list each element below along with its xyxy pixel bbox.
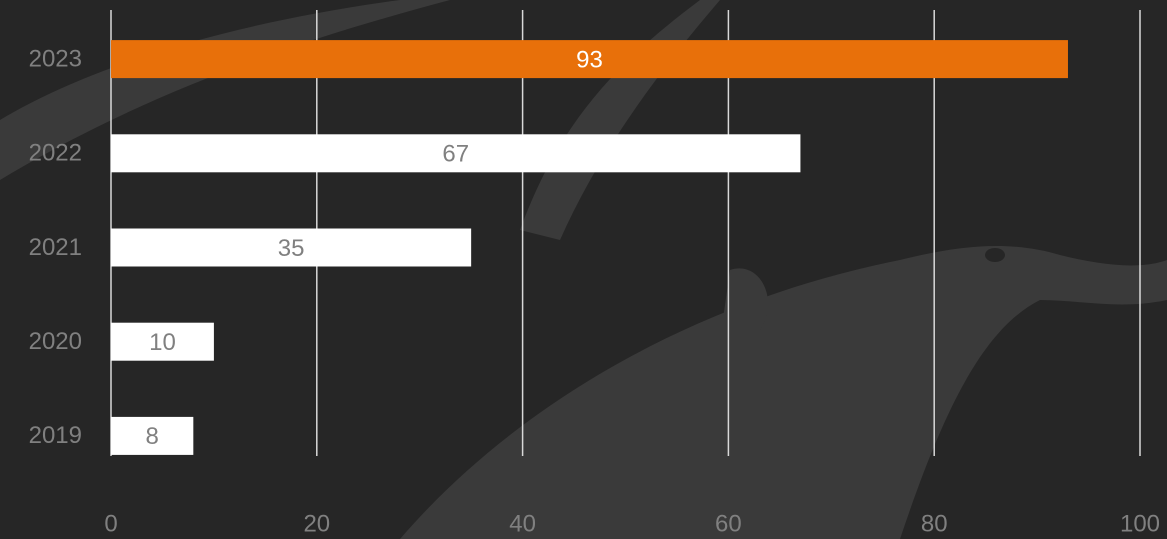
y-tick-label: 2020 xyxy=(29,328,82,355)
y-tick-label: 2019 xyxy=(29,422,82,449)
x-tick-label: 100 xyxy=(1120,510,1160,537)
value-label: 67 xyxy=(442,141,469,168)
y-tick-label: 2022 xyxy=(29,140,82,167)
value-label: 10 xyxy=(149,329,176,356)
value-label: 8 xyxy=(145,423,158,450)
decoration-eye xyxy=(985,248,1005,262)
x-tick-label: 40 xyxy=(509,510,536,537)
x-tick-label: 60 xyxy=(715,510,742,537)
x-tick-label: 0 xyxy=(104,510,117,537)
y-tick-label: 2023 xyxy=(29,45,82,72)
x-tick-label: 80 xyxy=(921,510,948,537)
x-tick-label: 20 xyxy=(303,510,330,537)
bar xyxy=(111,416,194,455)
bar xyxy=(111,322,214,361)
value-label: 35 xyxy=(278,235,305,262)
bar xyxy=(111,228,472,267)
bar xyxy=(111,134,801,173)
value-label: 93 xyxy=(576,46,603,73)
y-tick-label: 2021 xyxy=(29,234,82,261)
bar xyxy=(111,40,1068,79)
